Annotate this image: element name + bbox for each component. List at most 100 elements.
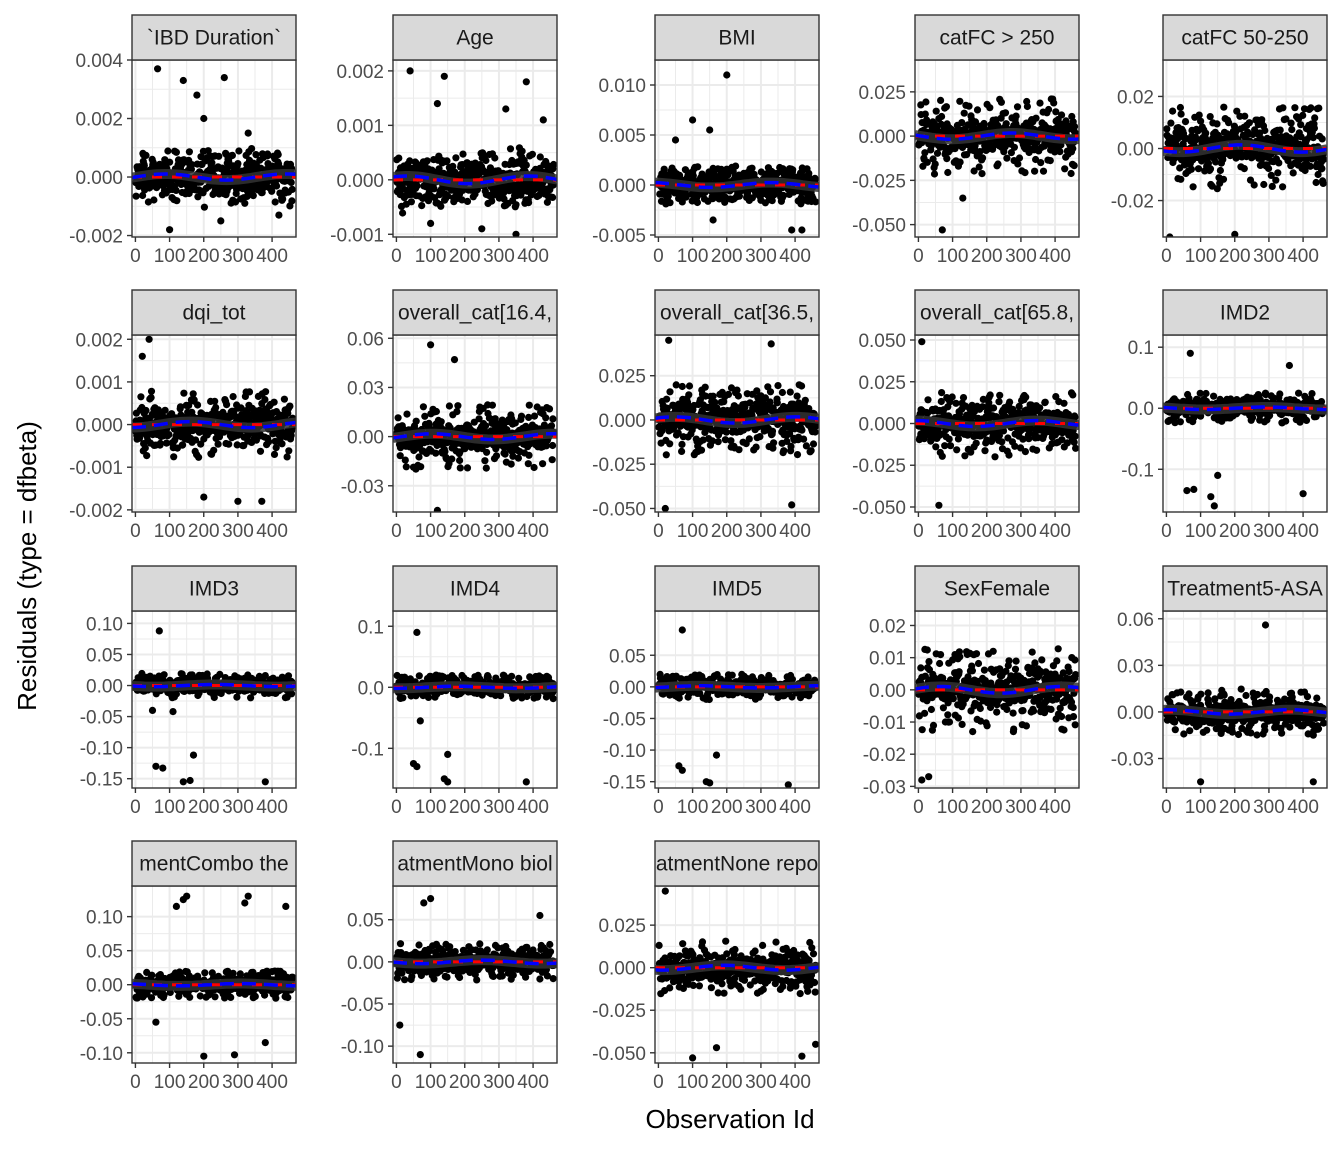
data-point — [142, 151, 150, 159]
data-point — [1163, 125, 1171, 133]
outlier-point — [723, 71, 731, 79]
x-tick-label: 0 — [653, 246, 664, 267]
data-point — [954, 435, 963, 443]
data-point — [802, 442, 811, 450]
data-point — [285, 447, 293, 455]
facet-strip-label: overall_cat[65.8, — [920, 302, 1074, 325]
data-point — [921, 149, 929, 157]
y-tick-label: 0.002 — [75, 110, 123, 131]
data-point — [272, 444, 280, 452]
data-point — [530, 463, 538, 472]
panel-gridlines — [915, 335, 1079, 512]
data-point — [727, 437, 735, 445]
data-point — [768, 427, 777, 435]
data-point — [746, 399, 754, 407]
data-point — [1011, 442, 1019, 450]
data-point — [1177, 175, 1185, 183]
data-point — [971, 142, 979, 150]
y-tick-label: 0.00 — [347, 428, 384, 449]
outlier-point — [935, 501, 943, 509]
data-point — [773, 399, 781, 407]
data-point — [663, 404, 671, 412]
data-point — [945, 435, 953, 443]
x-tick-label: 200 — [711, 521, 743, 542]
data-point — [401, 456, 409, 464]
outlier-point — [234, 497, 242, 505]
data-point — [549, 415, 557, 423]
data-point — [449, 162, 457, 170]
data-point — [948, 393, 956, 401]
data-point — [753, 387, 761, 395]
facet-strip-label: catFC > 250 — [940, 27, 1055, 50]
data-point — [800, 435, 808, 443]
data-point — [693, 198, 702, 207]
x-tick-label: 300 — [1253, 246, 1285, 267]
data-point — [1311, 114, 1319, 122]
x-tick-label: 300 — [1005, 521, 1037, 542]
data-point — [1230, 122, 1238, 130]
data-point — [223, 401, 231, 409]
outlier-point — [440, 72, 448, 80]
data-point — [1315, 104, 1323, 112]
data-point — [248, 145, 256, 153]
data-point — [452, 154, 460, 162]
data-point — [421, 412, 429, 420]
facet-panel: overall_cat[36.5,-0.050-0.0250.0000.0250… — [592, 289, 820, 542]
data-point — [194, 193, 202, 201]
y-tick-label: 0.001 — [336, 116, 384, 137]
data-point — [140, 162, 148, 170]
data-point — [1295, 389, 1303, 397]
y-tick-label: -0.03 — [341, 477, 384, 498]
data-point — [274, 151, 282, 159]
data-point — [1001, 109, 1010, 117]
data-point — [166, 158, 174, 166]
data-point — [549, 441, 557, 450]
data-point — [179, 441, 187, 449]
y-tick-label: -0.002 — [69, 227, 123, 248]
data-point — [701, 383, 709, 391]
y-tick-label: -0.001 — [69, 458, 123, 479]
outlier-point — [200, 493, 208, 501]
data-point — [407, 198, 415, 206]
data-point — [789, 166, 797, 174]
data-point — [735, 446, 743, 454]
data-point — [1052, 108, 1060, 116]
data-point — [245, 388, 254, 396]
outlier-point — [938, 226, 946, 234]
y-tick-label: 0.03 — [347, 378, 384, 399]
data-point — [1279, 183, 1287, 191]
data-point — [528, 150, 537, 158]
facet-strip-label: BMI — [718, 27, 755, 50]
data-point — [1002, 120, 1010, 128]
outlier-point — [154, 65, 162, 73]
data-point — [1021, 448, 1029, 456]
data-point — [1022, 406, 1030, 414]
data-point — [539, 460, 547, 468]
data-point — [662, 451, 670, 459]
y-tick-label: -0.050 — [852, 216, 906, 237]
outlier-point — [788, 501, 796, 509]
y-tick-label: 0.002 — [75, 330, 123, 351]
data-point — [185, 148, 193, 156]
data-point — [475, 415, 483, 423]
data-point — [727, 384, 736, 392]
data-point — [1012, 112, 1020, 120]
smooth-mean-line — [393, 174, 557, 186]
data-point — [678, 447, 686, 455]
data-point — [170, 453, 178, 461]
data-point — [672, 381, 680, 389]
data-point — [279, 195, 287, 203]
data-point — [1041, 398, 1049, 406]
data-point — [922, 98, 930, 106]
data-point — [682, 193, 690, 201]
data-point — [1299, 111, 1307, 119]
data-point — [412, 417, 420, 425]
data-point — [252, 436, 260, 444]
data-point — [734, 392, 743, 400]
data-point — [1202, 389, 1210, 398]
data-point — [1045, 105, 1053, 114]
data-point — [787, 442, 795, 450]
data-point — [195, 453, 203, 461]
data-point — [1276, 390, 1284, 398]
data-point — [666, 388, 674, 396]
